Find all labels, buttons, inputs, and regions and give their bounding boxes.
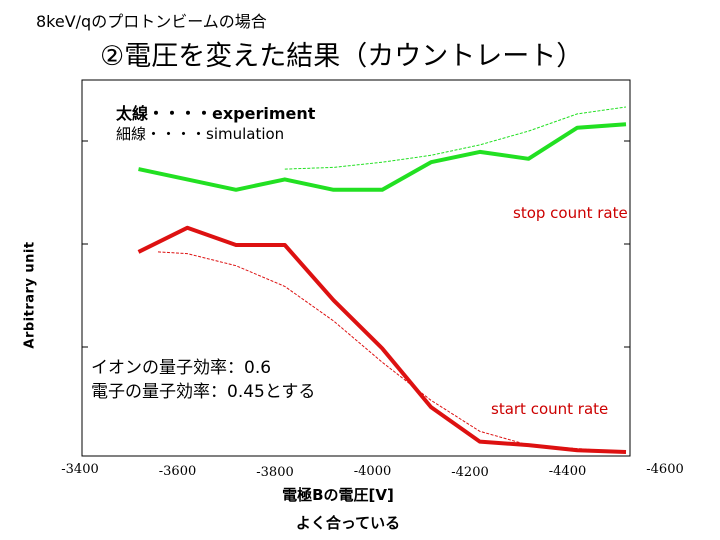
series-line-stop-thick xyxy=(138,122,627,192)
start-count-rate-label: start count rate xyxy=(491,400,609,418)
slide-title: ②電圧を変えた結果（カウントレート） xyxy=(100,41,584,72)
x-tick-label: -4000 xyxy=(353,464,392,479)
series-line-stop-thin xyxy=(284,106,627,170)
series-line-start-thick xyxy=(137,225,627,454)
x-tick-label: -4600 xyxy=(646,462,684,477)
x-tick-label: -3600 xyxy=(158,464,197,479)
slide-subtitle: 8keV/qのプロトンビームの場合 xyxy=(36,12,267,31)
ion-efficiency-note: イオンの量子効率：0.6 xyxy=(91,358,272,378)
series-layer xyxy=(137,106,627,454)
legend-experiment: 太線・・・・experiment xyxy=(116,104,316,123)
footer-note: よく合っている xyxy=(295,514,401,532)
plot-frame xyxy=(81,79,631,457)
legend-simulation: 細線・・・・simulation xyxy=(116,125,285,143)
y-axis-label: Arbitrary unit xyxy=(22,241,38,349)
stop-count-rate-label: stop count rate xyxy=(513,204,628,222)
x-tick-label: -3400 xyxy=(61,462,99,477)
x-tick-label: -3800 xyxy=(256,465,294,480)
series-line-start-thin xyxy=(157,251,627,453)
frame-ticks xyxy=(82,140,630,348)
x-axis-label: 電極Bの電圧[V] xyxy=(282,486,394,504)
x-tick-label: -4400 xyxy=(548,464,587,479)
electron-efficiency-note: 電子の量子効率：0.45とする xyxy=(91,382,316,402)
x-tick-label: -4200 xyxy=(451,465,489,480)
